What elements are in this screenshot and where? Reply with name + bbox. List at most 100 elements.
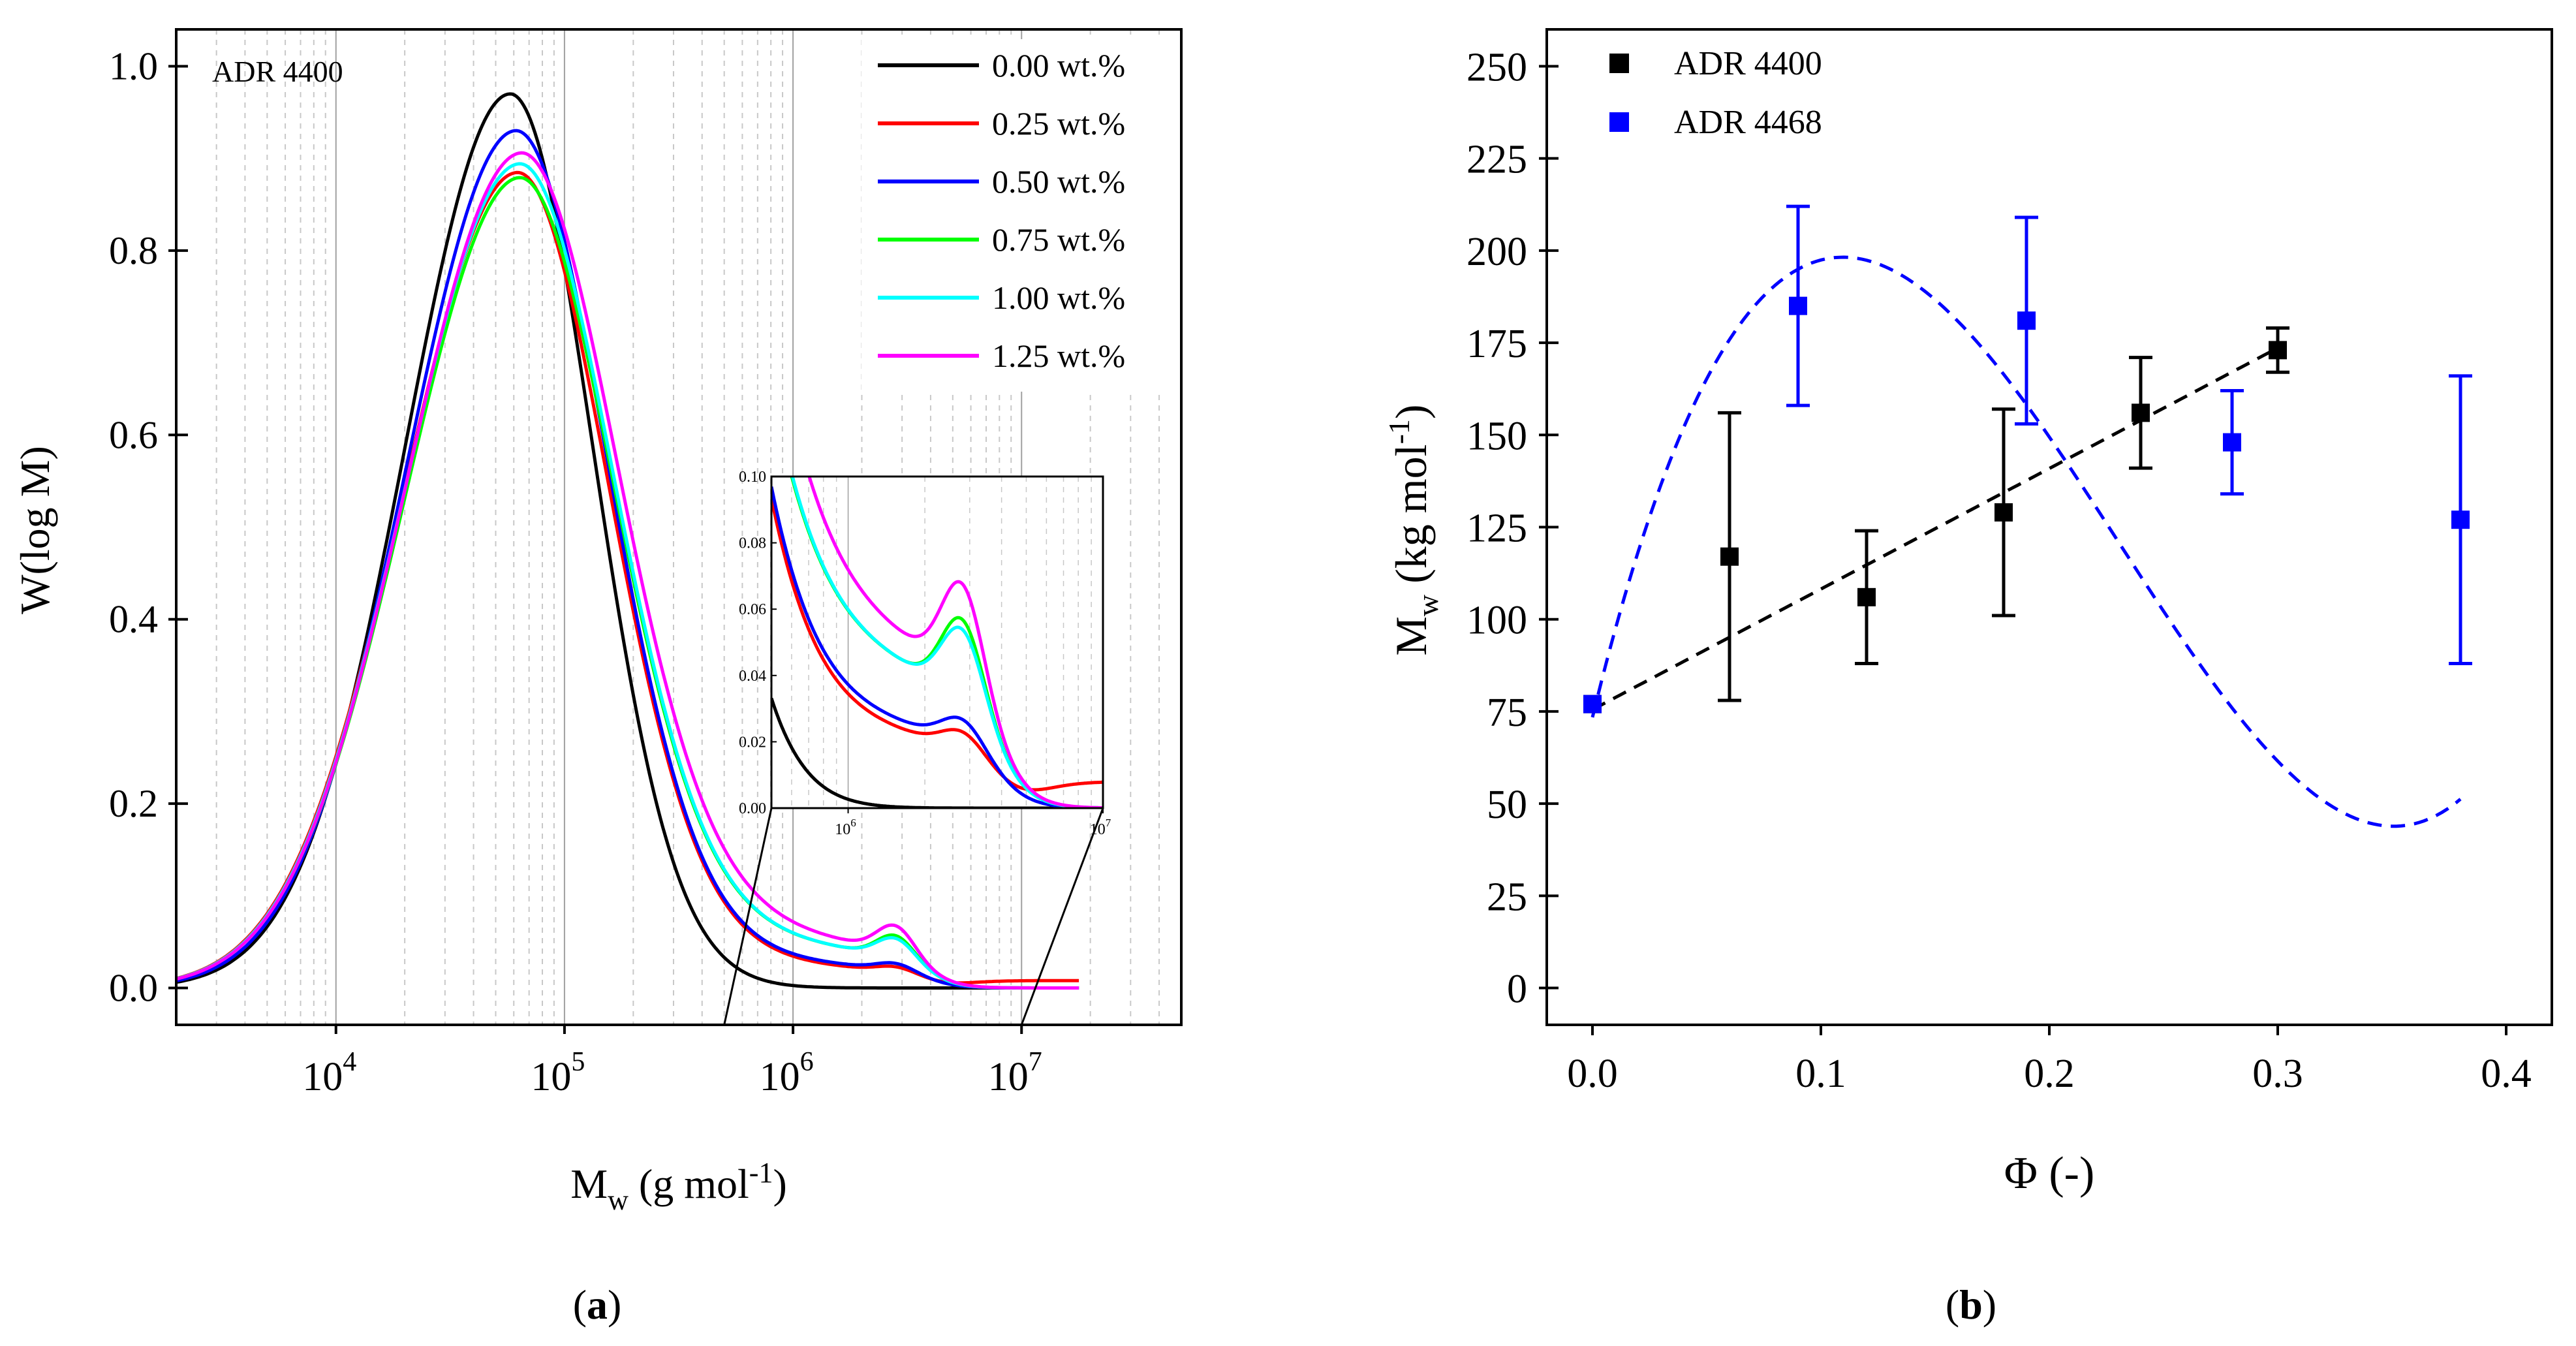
legend-b-label: ADR 4400 <box>1674 45 1822 82</box>
y-tick-label-b: 0 <box>1507 967 1527 1012</box>
y-axis-title-b-sup: -1 <box>1382 419 1416 444</box>
x-tick-base: 10 <box>760 1055 800 1099</box>
y-axis-title-b-close: ) <box>1386 404 1436 419</box>
x-tick-label-b: 0.4 <box>2481 1052 2532 1096</box>
legend-b-label: ADR 4468 <box>1674 104 1822 141</box>
y-tick-label-b: 50 <box>1487 783 1527 827</box>
data-point-adr-4468 <box>1789 296 1807 315</box>
data-points-b <box>1583 204 2472 713</box>
y-tick-label-a: 0.0 <box>109 967 158 1010</box>
x-axis-title-a-sub: w <box>608 1184 628 1216</box>
inset-frame <box>770 475 1104 809</box>
y-tick-label-b: 200 <box>1466 230 1527 274</box>
y-tick-label-b: 75 <box>1487 691 1527 735</box>
x-tick-base: 10 <box>302 1055 343 1099</box>
y-axis-title-b-unit: (kg mol <box>1386 444 1436 594</box>
y-tick-label-b: 25 <box>1487 875 1527 919</box>
inset-series-line-125 <box>807 477 1103 808</box>
legend-a: 0.00 wt.% 0.25 wt.% 0.50 wt.% 0.75 wt.% 1.00… <box>861 39 1168 392</box>
y-tick-label-b: 100 <box>1466 599 1527 643</box>
y-tick-label-a: 1.0 <box>109 44 158 87</box>
data-point-adr-4400 <box>1857 587 1876 606</box>
y-axis-title-b-sub: w <box>1411 594 1444 616</box>
x-tick-exp: 5 <box>571 1047 585 1077</box>
legend-a-label: 0.50 wt.% <box>992 163 1125 200</box>
legend-b: ADR 4400 ADR 4468 <box>1609 45 1822 141</box>
y-axis-title-b-main: M <box>1386 616 1436 655</box>
x-tick-label-a: 104 <box>302 1047 356 1099</box>
data-point-adr-4400 <box>2269 341 2287 360</box>
series-lines-a <box>176 92 1079 990</box>
inset-x-tick-label: 106 <box>835 817 856 838</box>
annotation-adr4400: ADR 4400 <box>212 55 343 88</box>
x-tick-exp: 6 <box>800 1047 814 1077</box>
inset-x-tick-exp: 7 <box>1106 817 1111 829</box>
x-axis-title-a-unit: (g mol <box>628 1161 749 1207</box>
legend-a-label: 0.00 wt.% <box>992 47 1125 84</box>
panel-label-a-letter: a <box>587 1281 608 1328</box>
y-tick-label-a: 0.2 <box>109 782 158 825</box>
plot-frame-a <box>175 28 1183 1026</box>
x-tick-label-b: 0.2 <box>2024 1052 2075 1096</box>
panel-label-b: (b) <box>1946 1281 1996 1328</box>
y-tick-label-b: 125 <box>1466 507 1527 551</box>
inset-series-line-050 <box>771 486 1103 808</box>
data-point-adr-4468 <box>2223 433 2241 452</box>
ticks-b: 0 25 50 75 100 125 150 175 200 225 250 0.0 0.1 0.2 0.3… <box>1466 45 2532 1096</box>
zoom-line-left <box>723 807 773 1025</box>
x-axis-title-a: Mw (g mol-1) <box>570 1157 787 1216</box>
legend-a-label: 1.25 wt.% <box>992 337 1125 374</box>
inset-x-tick-exp: 6 <box>850 817 856 829</box>
x-tick-label-a: 107 <box>988 1047 1042 1099</box>
x-axis-title-a-main: M <box>570 1161 608 1207</box>
fit-line-adr-4468 <box>1591 255 2462 828</box>
x-tick-exp: 4 <box>343 1047 356 1077</box>
inset-x-tick-base: 10 <box>835 821 850 838</box>
x-tick-label-b: 0.3 <box>2252 1052 2303 1096</box>
y-tick-label-b: 150 <box>1466 414 1527 458</box>
inset-y-tick-label: 0.02 <box>739 734 766 751</box>
inset-x-tick-label: 107 <box>1090 817 1111 838</box>
data-point-adr-4400 <box>2132 403 2150 422</box>
panel-b: 0 25 50 75 100 125 150 175 200 225 250 0.0 0.1 0.2 0.3… <box>1382 28 2553 1328</box>
y-tick-label-b: 225 <box>1466 138 1527 182</box>
legend-a-label: 1.00 wt.% <box>992 279 1125 316</box>
legend-b-marker <box>1609 54 1629 73</box>
x-tick-label-a: 105 <box>531 1047 585 1099</box>
inset-x-tick-base: 10 <box>1090 821 1106 838</box>
x-axis-title-a-close: ) <box>773 1161 786 1207</box>
fit-curves-b <box>1591 255 2462 828</box>
inset-y-tick-label: 0.06 <box>739 601 766 618</box>
inset-y-tick-label: 0.04 <box>739 668 766 685</box>
inset-series-line-025 <box>771 498 1103 792</box>
data-point-adr-4400 <box>1720 547 1739 566</box>
inset-y-tick-label: 0.08 <box>739 535 766 552</box>
x-axis-title-a-sup: -1 <box>749 1157 773 1189</box>
data-point-adr-4468 <box>1583 695 1602 713</box>
legend-a-bg <box>861 39 1168 392</box>
panel-label-a: (a) <box>573 1281 622 1328</box>
x-tick-label-b: 0.1 <box>1795 1052 1846 1096</box>
inset-y-tick-label: 0.00 <box>739 800 766 817</box>
x-tick-label-b: 0.0 <box>1567 1052 1618 1096</box>
data-point-adr-4400 <box>1994 503 2013 522</box>
data-point-adr-4468 <box>2451 510 2470 529</box>
x-tick-base: 10 <box>531 1055 571 1099</box>
y-tick-label-b: 250 <box>1466 45 1527 89</box>
x-tick-label-a: 106 <box>760 1047 814 1099</box>
x-tick-exp: 7 <box>1029 1047 1042 1077</box>
data-point-adr-4468 <box>2017 311 2036 330</box>
zoom-line-right <box>1020 807 1104 1025</box>
inset-y-tick-label: 0.10 <box>739 469 766 486</box>
x-axis-title-b: Φ (-) <box>2004 1148 2095 1198</box>
legend-a-label: 0.75 wt.% <box>992 221 1125 258</box>
y-axis-title-b: Mw (kg mol-1) <box>1382 404 1444 655</box>
y-tick-label-a: 0.6 <box>109 413 158 456</box>
plot-area-b <box>1547 29 2552 1025</box>
fit-line-adr-4400 <box>1591 346 2279 712</box>
y-tick-label-a: 0.8 <box>109 229 158 272</box>
